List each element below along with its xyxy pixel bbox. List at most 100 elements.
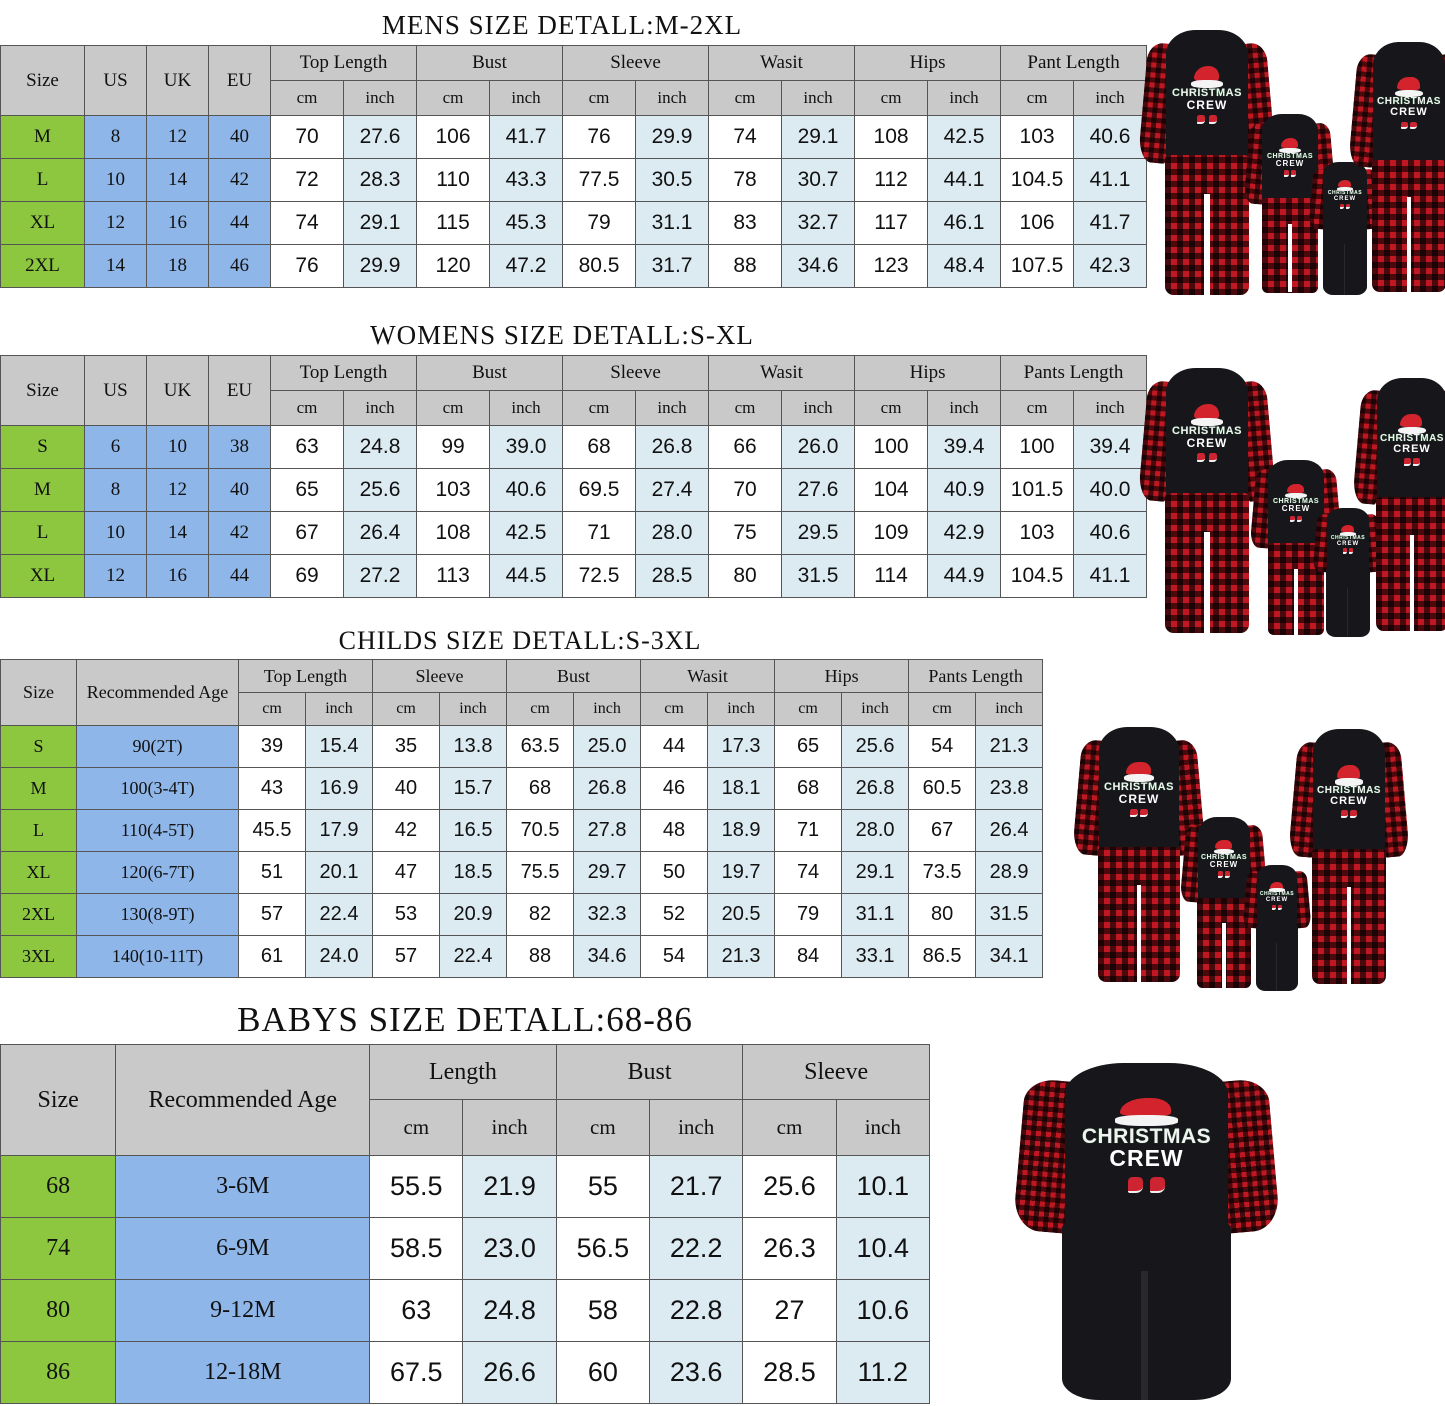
cell-cm: 27 [742,1279,837,1342]
header-row-units: cm inch cm inch cm inch cm inch cm inch cm inch [1,692,1044,726]
product-pajama-dad: CHRISTMAS CREW [1137,30,1277,296]
cell-cm: 61 [238,935,306,978]
cell-inch: 28.9 [975,851,1044,894]
cell-cm: 100 [854,425,929,469]
black-top [1099,727,1179,857]
cell-cm: 75 [708,511,783,555]
measure-group-length: Length [369,1044,557,1100]
cell-size: L [0,158,85,202]
cell-inch: 39.4 [1073,425,1148,469]
cell-cm: 50 [640,851,709,894]
unit-header-cm: cm [238,692,306,726]
cell-inch: 28.0 [841,809,910,852]
black-top [1313,729,1385,859]
cell-cm: 106 [416,115,491,159]
unit-header-inch: inch [304,692,374,726]
cell-cm: 78 [708,158,783,202]
unit-header-cm: cm [506,692,575,726]
cell-inch: 20.9 [439,893,508,936]
table-row: S 6 10 38 63 24.8 99 39.0 68 26.8 66 26.0 100 39.4 100… [0,425,1148,469]
cell-inch: 16.5 [439,809,508,852]
cell-inch: 26.4 [342,511,418,555]
black-top [1262,114,1318,205]
unit-header-cm: cm [1000,390,1075,426]
cell-region: 130(8-9T) [76,893,239,936]
product-pajama-mom: CHRISTMAS CREW [1348,42,1445,293]
cell-region: 12 [84,201,147,245]
cell-region: 10 [84,511,147,555]
table-row: XL 120(6-7T) 51 20.1 47 18.5 75.5 29.7 50 19.7 74 2… [0,851,1044,894]
cell-cm: 63 [369,1279,464,1342]
cell-size: 2XL [0,893,77,936]
cell-region: 10 [146,425,209,469]
cell-inch: 48.4 [927,244,1002,288]
cell-region: 3-6M [115,1155,371,1218]
cell-inch: 31.7 [635,244,710,288]
cell-cm: 55 [555,1155,651,1218]
cell-cm: 103 [1000,511,1075,555]
cell-cm: 57 [372,935,441,978]
table-row: XL 12 16 44 74 29.1 115 45.3 79 31.1 83 32.7 117 46.1… [0,201,1148,245]
unit-header-inch: inch [841,692,910,726]
unit-header-cm: cm [369,1099,464,1156]
header-row-units: cm inch cm inch cm inch cm inch cm inch cm inch [1,80,1148,116]
cell-cm: 54 [640,935,709,978]
measure-group-sleeve: Sleeve [562,45,710,81]
cell-size: 68 [0,1155,117,1218]
cell-cm: 99 [416,425,491,469]
column-header-size: Size [0,1044,117,1156]
onesie-legs [1326,568,1370,637]
table-row: 74 6-9M 58.5 23.0 56.5 22.2 26.3 10.4 [0,1217,931,1280]
cell-inch: 26.8 [841,767,910,810]
childs-title: CHILDS SIZE DETALL:S-3XL [338,626,702,655]
cell-inch: 20.5 [707,893,776,936]
black-top [1256,865,1298,930]
cell-inch: 17.3 [707,725,776,768]
cell-inch: 29.1 [841,851,910,894]
unit-header-cm: cm [270,80,344,116]
cell-cm: 65 [270,468,344,512]
header-row-groups: Size US UK EU Top Length Bust Sleeve Wasit Hips P… [0,45,1148,116]
cell-cm: 53 [372,893,441,936]
cell-cm: 58 [555,1279,651,1342]
cell-inch: 26.6 [462,1341,557,1404]
childs-size-section: CHILDS SIZE DETALL:S-3XL Size Recommended… [0,626,1044,978]
cell-inch: 20.1 [304,851,374,894]
cell-inch: 40.9 [927,468,1002,512]
babys-size-section: BABYS SIZE DETALL:68-86 Size Recommended … [0,1000,931,1404]
womens-size-section: WOMENS SIZE DETALL:S-XL Size US UK EU Top Le… [0,320,1148,598]
cell-cm: 100 [1000,425,1075,469]
cell-cm: 71 [774,809,843,852]
cell-cm: 103 [416,468,491,512]
cell-inch: 27.2 [342,554,418,598]
cell-cm: 75.5 [506,851,575,894]
cell-cm: 77.5 [562,158,637,202]
cell-inch: 27.4 [635,468,710,512]
onesie-legs [1322,224,1368,295]
cell-inch: 29.9 [635,115,710,159]
cell-region: 40 [208,468,271,512]
cell-cm: 88 [708,244,783,288]
cell-region: 42 [208,158,271,202]
cell-inch: 46.1 [927,201,1002,245]
cell-cm: 82 [506,893,575,936]
cell-inch: 24.8 [342,425,418,469]
black-top [1376,378,1445,507]
cell-inch: 40.6 [489,468,564,512]
cell-region: 140(10-11T) [76,935,239,978]
plaid-pants [1312,849,1386,984]
cell-inch: 21.7 [649,1155,744,1218]
unit-header-cm: cm [562,80,637,116]
measure-group-hips: Hips [774,659,910,693]
cell-cm: 107.5 [1000,244,1075,288]
cell-region: 6-9M [115,1217,371,1280]
unit-header-inch: inch [489,390,564,426]
unit-header-cm: cm [1000,80,1075,116]
product-baby-romper: CHRISTMAS CREW [1012,1063,1281,1400]
cell-size: XL [0,554,85,598]
cell-region: 38 [208,425,271,469]
measure-group-hips: Hips [854,355,1002,391]
cell-region: 12 [146,115,209,159]
cell-inch: 27.6 [781,468,856,512]
table-row: M 8 12 40 65 25.6 103 40.6 69.5 27.4 70 27.6 104 40.9… [0,468,1148,512]
